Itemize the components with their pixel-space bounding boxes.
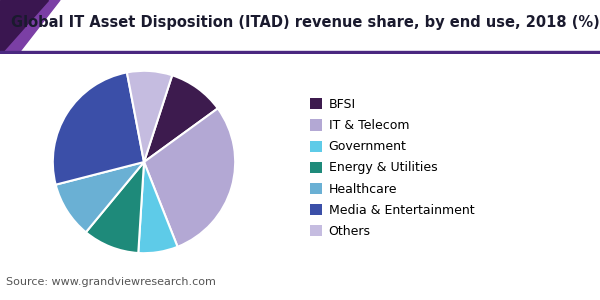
Text: Source: www.grandviewresearch.com: Source: www.grandviewresearch.com bbox=[6, 277, 216, 287]
Wedge shape bbox=[144, 108, 235, 247]
Text: Global IT Asset Disposition (ITAD) revenue share, by end use, 2018 (%): Global IT Asset Disposition (ITAD) reven… bbox=[11, 14, 599, 29]
Polygon shape bbox=[0, 0, 48, 54]
Wedge shape bbox=[127, 71, 172, 162]
Wedge shape bbox=[86, 162, 144, 253]
Wedge shape bbox=[53, 72, 144, 185]
Wedge shape bbox=[56, 162, 144, 232]
Wedge shape bbox=[144, 75, 218, 162]
Legend: BFSI, IT & Telecom, Government, Energy & Utilities, Healthcare, Media & Entertai: BFSI, IT & Telecom, Government, Energy &… bbox=[310, 98, 474, 238]
Polygon shape bbox=[0, 0, 60, 54]
Wedge shape bbox=[138, 162, 178, 253]
Bar bbox=[0, 51, 600, 54]
